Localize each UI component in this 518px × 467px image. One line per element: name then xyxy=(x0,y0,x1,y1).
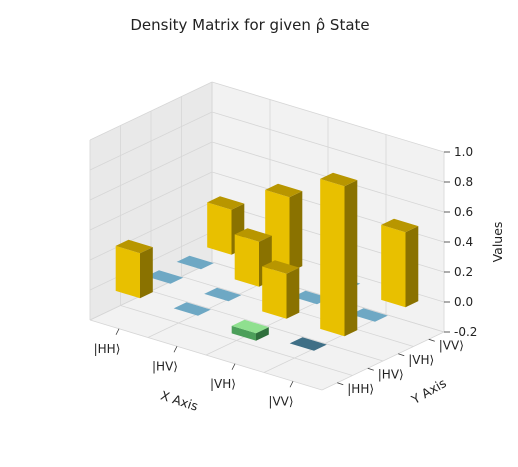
grid-floor-y xyxy=(150,290,384,362)
y-tick-mark xyxy=(398,353,405,357)
grid-left-horizontal xyxy=(89,81,213,141)
x-tick-label: |HH⟩ xyxy=(94,342,121,356)
x-tick-mark xyxy=(115,328,120,335)
bar-2-1 xyxy=(262,260,300,274)
y-tick-label: |VV⟩ xyxy=(439,338,464,352)
z-tick-label: 1.0 xyxy=(454,145,473,159)
bar-2-1 xyxy=(286,267,300,319)
bar-2-0 xyxy=(256,327,269,341)
y-tick-label: |VH⟩ xyxy=(408,353,434,367)
grid-back-horizontal xyxy=(211,81,445,153)
bar-3-1 xyxy=(344,180,358,337)
bar-2-0 xyxy=(231,319,269,334)
bars-group xyxy=(115,172,419,351)
z-axis-label: Values xyxy=(490,222,505,263)
grid-left-horizontal xyxy=(89,111,213,171)
bar-0-3 xyxy=(207,196,245,210)
x-tick-label: |VH⟩ xyxy=(210,377,236,391)
bar-0-1 xyxy=(146,270,184,284)
grid-back-horizontal xyxy=(211,111,445,183)
bar-1-3 xyxy=(265,183,303,198)
y-tick-label: |HH⟩ xyxy=(347,382,374,396)
bar-1-1 xyxy=(204,287,242,302)
grid-left-horizontal xyxy=(89,141,213,201)
bar-1-3 xyxy=(289,191,303,273)
z-tick-label: 0.4 xyxy=(454,235,473,249)
x-tick-label: |HV⟩ xyxy=(152,359,178,373)
grid-floor-x xyxy=(263,314,387,373)
x-tick-mark xyxy=(173,346,178,353)
z-tick-label: 0.8 xyxy=(454,175,473,189)
bar-0-3 xyxy=(207,202,232,255)
bar-3-1 xyxy=(320,178,345,337)
grid-floor-x xyxy=(321,331,445,391)
y-axis-label: Y Axis xyxy=(408,375,449,407)
bar-3-0 xyxy=(289,337,327,351)
z-tick-label: 0.0 xyxy=(454,295,473,309)
grid-left-horizontal xyxy=(89,201,213,261)
bar-0-2 xyxy=(176,255,214,270)
z-tick-label: -0.2 xyxy=(454,325,477,339)
bar-3-3 xyxy=(381,218,419,233)
y-tick-label: |HV⟩ xyxy=(378,367,404,381)
bar-2-1 xyxy=(262,266,287,319)
bar-3-3 xyxy=(405,226,419,308)
chart-title: Density Matrix for given ρ̂ State xyxy=(130,16,369,34)
grid-left-horizontal xyxy=(89,171,213,231)
bar-1-0 xyxy=(173,302,211,316)
y-tick-mark xyxy=(337,382,344,386)
bar-1-2 xyxy=(234,234,259,287)
bar-0-0 xyxy=(115,239,153,254)
z-tick-label: 0.6 xyxy=(454,205,473,219)
bar-3-2 xyxy=(350,308,388,322)
bar-0-0 xyxy=(140,247,153,299)
x-tick-mark xyxy=(289,381,294,388)
x-tick-mark xyxy=(231,363,236,370)
tick-labels: |HH⟩|HV⟩|VH⟩|VV⟩|HH⟩|HV⟩|VH⟩|VV⟩-0.20.00… xyxy=(94,145,478,408)
bar-3-3 xyxy=(381,224,406,308)
bar-0-0 xyxy=(115,245,140,299)
z-tick-label: 0.2 xyxy=(454,265,473,279)
bar-1-2 xyxy=(234,228,272,242)
bar-2-0 xyxy=(231,325,256,341)
y-tick-mark xyxy=(428,338,435,342)
bar-3-1 xyxy=(320,172,358,187)
y-tick-mark xyxy=(367,367,374,371)
x-axis-label: X Axis xyxy=(159,388,200,414)
x-tick-label: |VV⟩ xyxy=(268,394,293,408)
